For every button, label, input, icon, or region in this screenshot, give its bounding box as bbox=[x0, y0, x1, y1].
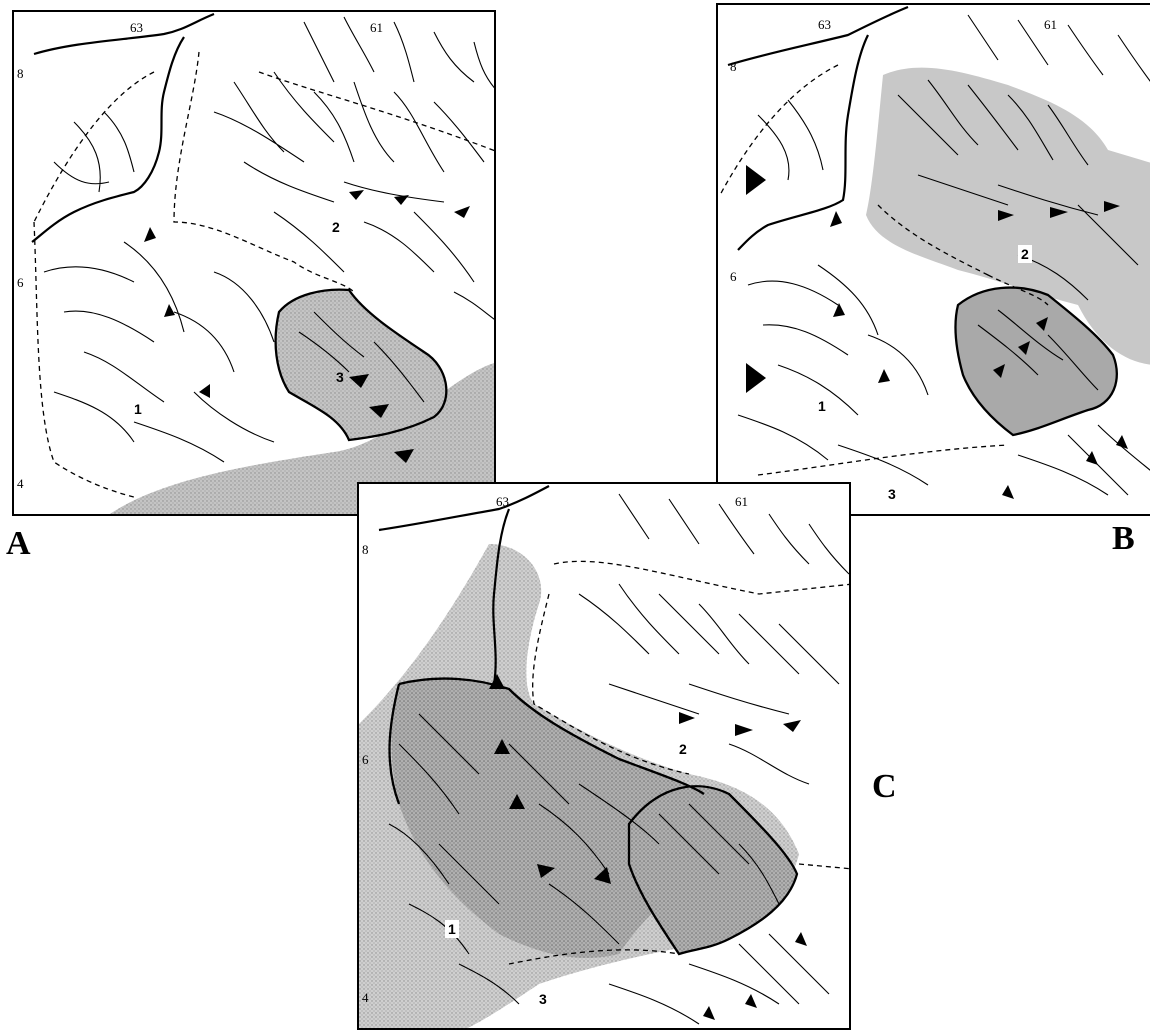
lon-tick: 63 bbox=[496, 494, 509, 509]
region-3-shade bbox=[629, 786, 797, 954]
label-box bbox=[1018, 245, 1032, 263]
region-label: 1 bbox=[448, 921, 456, 937]
region-label: 3 bbox=[539, 991, 547, 1007]
lat-tick: 8 bbox=[362, 542, 369, 557]
river-network bbox=[737, 14, 1150, 496]
lat-tick: 8 bbox=[730, 59, 737, 74]
lon-tick: 63 bbox=[130, 20, 143, 35]
lon-tick: 61 bbox=[735, 494, 748, 509]
flow-arrows bbox=[746, 165, 1128, 499]
main-river bbox=[727, 5, 909, 251]
region-label: 3 bbox=[336, 369, 344, 385]
lat-tick: 6 bbox=[362, 752, 369, 767]
region-label: 1 bbox=[134, 401, 142, 417]
region-label: 1 bbox=[818, 398, 826, 414]
region-3-boundary bbox=[627, 785, 799, 956]
lat-tick: 8 bbox=[17, 66, 24, 81]
panel-label-b: B bbox=[1112, 520, 1135, 557]
map-panel-a: 63 61 8 6 4 1 2 3 bbox=[12, 10, 496, 516]
panel-label-a: A bbox=[6, 525, 31, 562]
basin-boundary bbox=[719, 64, 1049, 476]
region-3-boundary bbox=[954, 286, 1118, 437]
lat-tick: 6 bbox=[17, 275, 24, 290]
panel-label-c: C bbox=[872, 768, 897, 805]
lon-tick: 61 bbox=[1044, 17, 1057, 32]
flow-arrows bbox=[489, 674, 807, 1020]
region-3-boundary bbox=[274, 288, 448, 442]
region-label: 3 bbox=[888, 486, 896, 502]
basin-boundary bbox=[33, 51, 494, 498]
river-network bbox=[43, 16, 494, 463]
map-panel-b: 63 61 8 6 1 2 3 bbox=[716, 3, 1150, 516]
river-network bbox=[388, 493, 849, 1025]
lon-tick: 61 bbox=[370, 20, 383, 35]
main-river bbox=[31, 12, 215, 243]
lat-tick: 6 bbox=[730, 269, 737, 284]
main-river bbox=[378, 485, 550, 685]
region-label: 2 bbox=[679, 741, 687, 757]
label-box bbox=[445, 920, 459, 938]
lat-tick: 4 bbox=[362, 990, 369, 1005]
region-label: 2 bbox=[332, 219, 340, 235]
map-panel-c: 63 61 8 6 4 1 2 3 bbox=[357, 482, 851, 1030]
southern-lowland-shade bbox=[109, 363, 494, 514]
lon-tick: 63 bbox=[818, 17, 831, 32]
map-c-drawing: 63 61 8 6 4 1 2 3 bbox=[359, 485, 849, 1028]
region-3-shade bbox=[275, 289, 447, 440]
region-1-boundary bbox=[388, 677, 705, 805]
region-label: 2 bbox=[1021, 246, 1029, 262]
map-b-drawing: 63 61 8 6 1 2 3 bbox=[719, 5, 1150, 502]
flow-arrows bbox=[144, 190, 470, 463]
map-a-drawing: 63 61 8 6 4 1 2 3 bbox=[17, 12, 494, 514]
lat-tick: 4 bbox=[17, 476, 24, 491]
region-3-shade bbox=[955, 287, 1117, 435]
